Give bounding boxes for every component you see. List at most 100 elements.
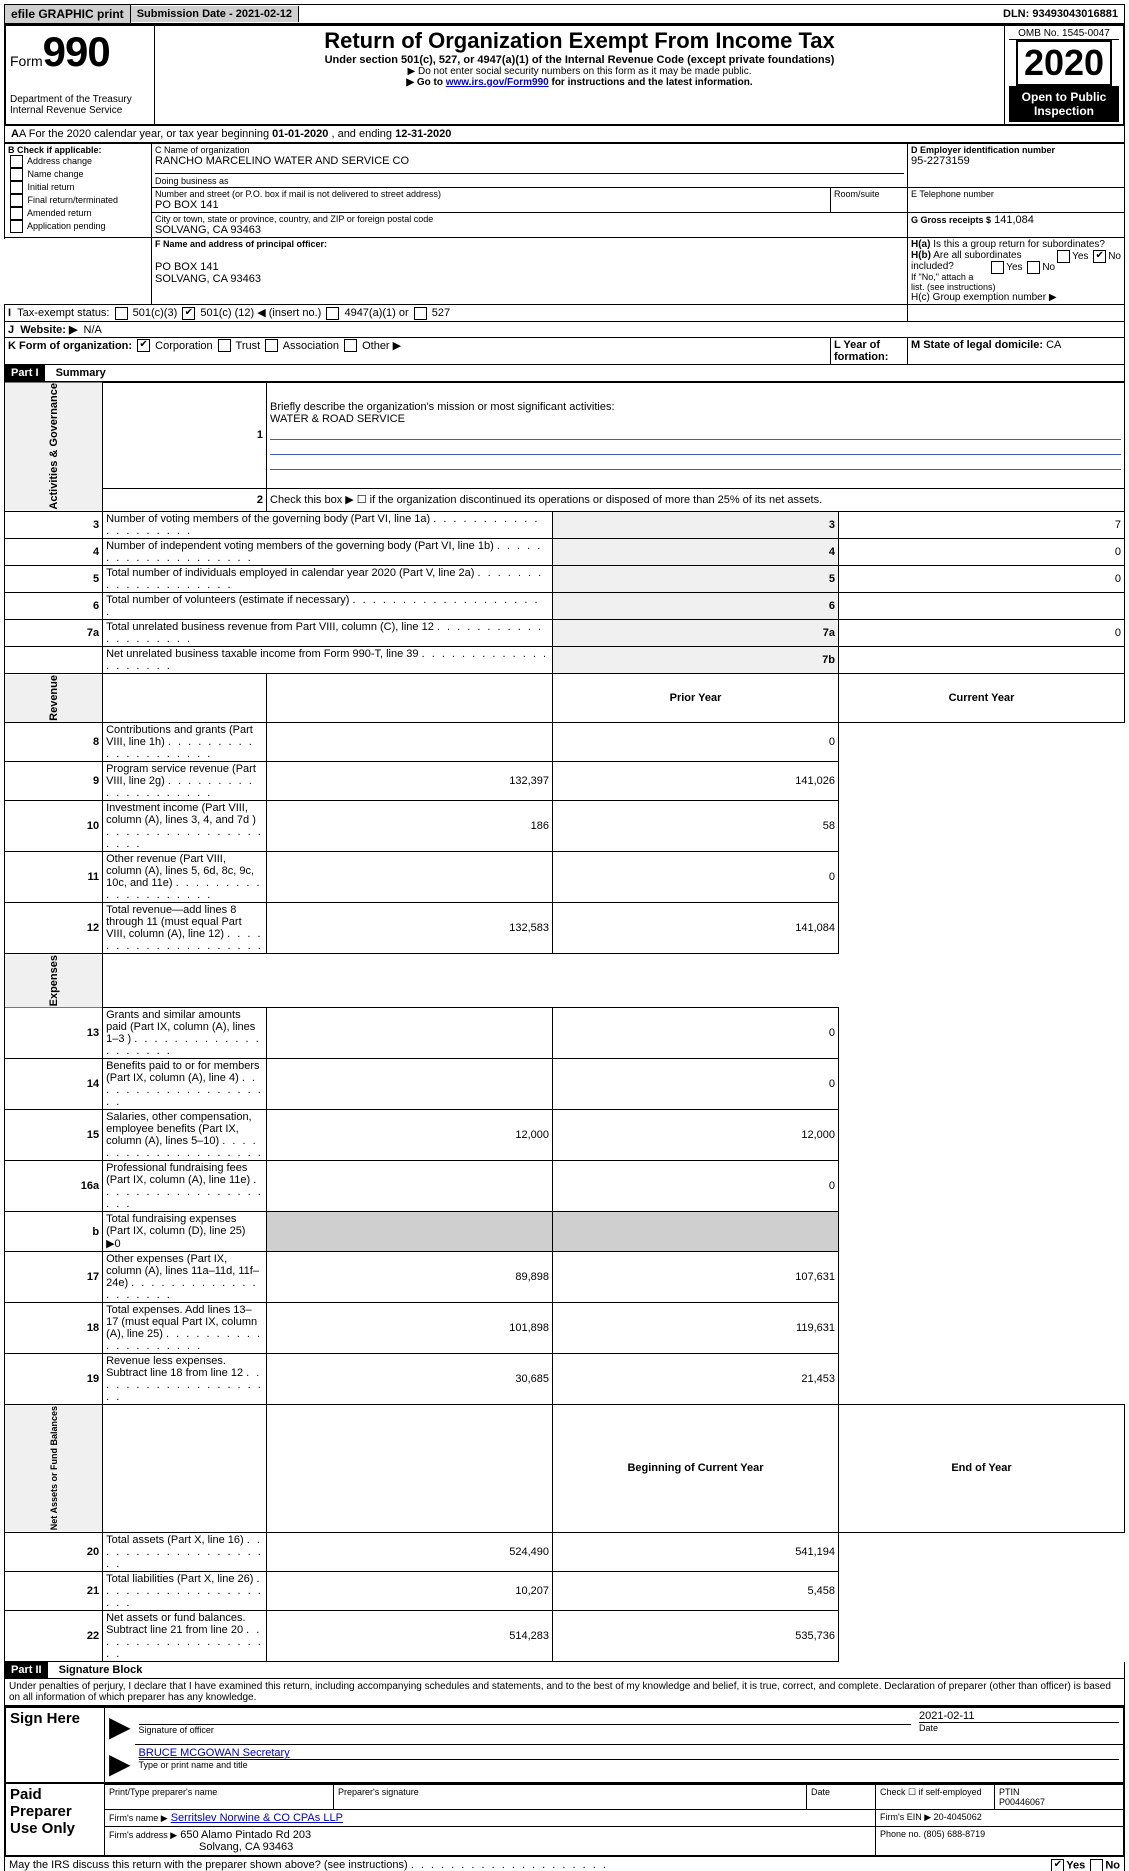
expense-row: bTotal fundraising expenses (Part IX, co…: [5, 1212, 1125, 1252]
expense-row: 18Total expenses. Add lines 13–17 (must …: [5, 1303, 1125, 1354]
revenue-row: 12Total revenue—add lines 8 through 11 (…: [5, 903, 1125, 954]
firm-ein: 20-4045062: [934, 1812, 982, 1822]
paid-preparer-block: Paid Preparer Use Only Print/Type prepar…: [4, 1784, 1125, 1857]
box-f-label: F Name and address of principal officer:: [155, 239, 904, 249]
entity-info-grid: B Check if applicable: Address change Na…: [4, 143, 1125, 365]
cb-501c[interactable]: ✔: [182, 307, 195, 320]
ptin-label: PTIN: [999, 1787, 1020, 1797]
dba-label: Doing business as: [155, 173, 904, 186]
efile-button[interactable]: efile GRAPHIC print: [5, 5, 131, 23]
form-subtitle: Under section 501(c), 527, or 4947(a)(1)…: [159, 54, 1000, 66]
tax-year: 2020: [1016, 40, 1112, 86]
cb-assoc[interactable]: [265, 339, 278, 352]
gov-row: 3Number of voting members of the governi…: [5, 512, 1125, 539]
gov-row: Net unrelated business taxable income fr…: [5, 647, 1125, 674]
box-b-item[interactable]: Address change: [8, 155, 148, 168]
phone-value: (805) 688-8719: [924, 1829, 986, 1839]
sig-officer-label: Signature of officer: [139, 1725, 911, 1735]
netasset-row: 21Total liabilities (Part X, line 26) 10…: [5, 1571, 1125, 1610]
col-begin: Beginning of Current Year: [553, 1405, 839, 1532]
discuss-yes[interactable]: ✔: [1051, 1859, 1064, 1871]
cb-527[interactable]: [414, 307, 427, 320]
open-public-badge: Open to Public Inspection: [1009, 86, 1119, 122]
gov-row: 7aTotal unrelated business revenue from …: [5, 620, 1125, 647]
firm-addr2: Solvang, CA 93463: [109, 1841, 293, 1853]
addr-label: Number and street (or P.O. box if mail i…: [155, 189, 827, 199]
cb-501c3[interactable]: [115, 307, 128, 320]
gross-receipts: 141,084: [994, 214, 1034, 226]
box-b-item[interactable]: Amended return: [8, 207, 148, 220]
box-h-a: H(a) Is this a group return for subordin…: [911, 239, 1121, 250]
box-b-item[interactable]: Final return/terminated: [8, 194, 148, 207]
firm-name-link[interactable]: Serritslev Norwine & CO CPAs LLP: [171, 1812, 343, 1824]
prep-date-label: Date: [807, 1784, 876, 1809]
box-i-label: I: [8, 307, 11, 319]
expense-row: 16aProfessional fundraising fees (Part I…: [5, 1161, 1125, 1212]
self-employed-check[interactable]: Check ☐ if self-employed: [876, 1784, 995, 1809]
sig-date: 2021-02-11: [919, 1710, 1119, 1723]
expense-row: 13Grants and similar amounts paid (Part …: [5, 1008, 1125, 1059]
note-ssn: ▶ Do not enter social security numbers o…: [159, 66, 1000, 77]
domicile-state: CA: [1046, 339, 1061, 351]
firm-name-label: Firm's name ▶: [109, 1813, 168, 1823]
cb-trust[interactable]: [218, 339, 231, 352]
cb-corp[interactable]: ✔: [137, 339, 150, 352]
expense-row: 17Other expenses (Part IX, column (A), l…: [5, 1252, 1125, 1303]
col-current: Current Year: [838, 674, 1124, 723]
box-b-item[interactable]: Application pending: [8, 220, 148, 233]
box-h-c: H(c) Group exemption number ▶: [911, 292, 1121, 303]
city-label: City or town, state or province, country…: [155, 214, 904, 224]
box-b-item[interactable]: Name change: [8, 168, 148, 181]
netasset-row: 22Net assets or fund balances. Subtract …: [5, 1610, 1125, 1661]
type-name-label: Type or print name and title: [139, 1760, 1119, 1770]
cb-other[interactable]: [344, 339, 357, 352]
form-title: Return of Organization Exempt From Incom…: [159, 28, 1000, 54]
q1-label: Briefly describe the organization's miss…: [270, 401, 614, 413]
gov-row: 6Total number of volunteers (estimate if…: [5, 593, 1125, 620]
expense-row: 19Revenue less expenses. Subtract line 1…: [5, 1354, 1125, 1405]
part2-header: Part II: [5, 1662, 48, 1678]
part1-table: Activities & Governance 1 Briefly descri…: [4, 382, 1125, 1662]
line-a: AA For the 2020 calendar year, or tax ye…: [4, 126, 1125, 143]
vert-governance: Activities & Governance: [5, 382, 103, 512]
revenue-row: 10Investment income (Part VIII, column (…: [5, 801, 1125, 852]
box-h-b-note: If "No," attach a list. (see instruction…: [911, 272, 1121, 292]
vert-netassets: Net Assets or Fund Balances: [5, 1405, 103, 1532]
box-m-label: M State of legal domicile:: [911, 339, 1043, 351]
phone-label: Phone no.: [880, 1829, 921, 1839]
expense-row: 15Salaries, other compensation, employee…: [5, 1110, 1125, 1161]
box-k-label: K Form of organization:: [8, 340, 132, 352]
sig-date-label: Date: [919, 1723, 1119, 1733]
netasset-row: 20Total assets (Part X, line 16) 524,490…: [5, 1532, 1125, 1571]
signature-block: Sign Here ▶ Signature of officer 2021-02…: [4, 1706, 1125, 1784]
sign-here-label: Sign Here: [5, 1707, 105, 1783]
instructions-link[interactable]: www.irs.gov/Form990: [446, 77, 549, 88]
cb-4947[interactable]: [326, 307, 339, 320]
perjury-text: Under penalties of perjury, I declare th…: [4, 1679, 1125, 1706]
box-b-item[interactable]: Initial return: [8, 181, 148, 194]
form-header: Form990 Department of the TreasuryIntern…: [4, 24, 1125, 126]
officer-addr1: PO BOX 141: [155, 261, 904, 273]
gov-row: 5Total number of individuals employed in…: [5, 566, 1125, 593]
col-prior: Prior Year: [553, 674, 839, 723]
city-value: SOLVANG, CA 93463: [155, 224, 904, 236]
box-d-label: D Employer identification number: [911, 145, 1121, 155]
discuss-row: May the IRS discuss this return with the…: [4, 1857, 1125, 1871]
q1-answer: WATER & ROAD SERVICE: [270, 413, 405, 425]
form-word: Form: [10, 53, 43, 69]
discuss-no[interactable]: [1090, 1859, 1103, 1871]
col-end: End of Year: [838, 1405, 1124, 1532]
q2-text: Check this box ▶ ☐ if the organization d…: [267, 488, 1125, 512]
revenue-row: 8Contributions and grants (Part VIII, li…: [5, 723, 1125, 762]
note-link: ▶ Go to www.irs.gov/Form990 for instruct…: [159, 77, 1000, 88]
gov-row: 4Number of independent voting members of…: [5, 539, 1125, 566]
officer-name-link[interactable]: BRUCE MCGOWAN Secretary: [139, 1747, 290, 1759]
addr-value: PO BOX 141: [155, 199, 827, 211]
firm-addr-label: Firm's address ▶: [109, 1830, 177, 1840]
dln-label: DLN: 93493043016881: [997, 6, 1124, 22]
part1-header: Part I: [5, 365, 45, 381]
box-l-label: L Year of formation:: [834, 339, 888, 363]
org-name: RANCHO MARCELINO WATER AND SERVICE CO: [155, 155, 904, 167]
prep-name-label: Print/Type preparer's name: [105, 1784, 334, 1809]
firm-ein-label: Firm's EIN ▶: [880, 1812, 931, 1822]
